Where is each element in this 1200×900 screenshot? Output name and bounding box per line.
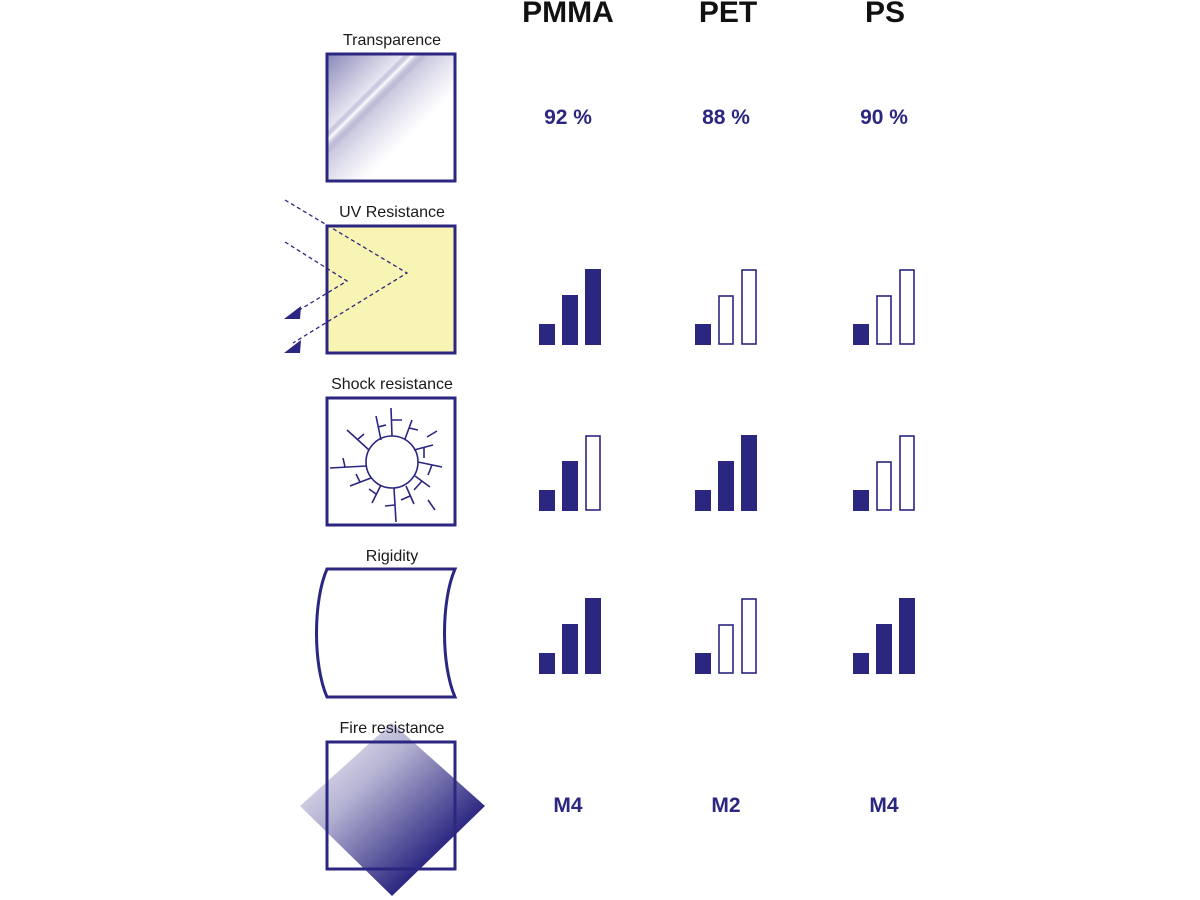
rating-bar-2-filled [718, 461, 734, 511]
rating-bars-shock-pmma [539, 435, 601, 511]
rating-bar-2-empty [718, 295, 734, 345]
rating-bar-2-filled [562, 461, 578, 511]
rating-bar-2-empty [876, 461, 892, 511]
rating-bar-1-filled [695, 653, 711, 674]
rigidity-icon [315, 567, 458, 699]
rating-bars-rigidity-pmma [539, 598, 601, 674]
rating-bar-1-filled [853, 324, 869, 345]
rating-bars-uv-ps [853, 269, 915, 345]
rating-bars [539, 269, 915, 674]
rating-bar-1-filled [539, 490, 555, 511]
column-header-pet: PET [699, 0, 757, 29]
rating-bars-shock-ps [853, 435, 915, 511]
rating-bars-uv-pet [695, 269, 757, 345]
uv-resistance-icon [284, 199, 457, 355]
rating-bar-1-filled [695, 324, 711, 345]
shock-resistance-icon [325, 396, 457, 527]
row-label-rigidity: Rigidity [366, 548, 418, 565]
row-label-shock-resistance: Shock resistance [331, 376, 453, 393]
rating-bar-3-empty [899, 269, 915, 345]
row-label-uv-resistance: UV Resistance [339, 204, 445, 221]
rating-bars-uv-pmma [539, 269, 601, 345]
column-header-pmma: PMMA [522, 0, 614, 29]
rating-bar-3-filled [585, 598, 601, 674]
rating-bar-2-filled [562, 624, 578, 674]
rating-bar-1-filled [539, 324, 555, 345]
column-header-ps: PS [865, 0, 905, 29]
rating-bars-rigidity-pet [695, 598, 757, 674]
rating-bar-3-filled [585, 269, 601, 345]
value-transparence-pet: 88 % [702, 106, 750, 129]
value-transparence-ps: 90 % [860, 106, 908, 129]
rating-bar-3-filled [741, 435, 757, 511]
rating-bar-2-filled [562, 295, 578, 345]
transparency-icon [325, 52, 457, 183]
rating-bar-2-empty [718, 624, 734, 674]
value-fire-ps: M4 [869, 794, 898, 817]
rating-bars-rigidity-ps [853, 598, 915, 674]
rating-bar-3-empty [899, 435, 915, 511]
rating-bar-1-filled [695, 490, 711, 511]
rating-bar-3-empty [741, 269, 757, 345]
rating-bar-2-empty [876, 295, 892, 345]
rating-bars-shock-pet [695, 435, 757, 511]
rating-bar-2-filled [876, 624, 892, 674]
value-fire-pmma: M4 [553, 794, 582, 817]
rating-bar-3-empty [585, 435, 601, 511]
rating-bar-1-filled [853, 653, 869, 674]
rating-bar-1-filled [853, 490, 869, 511]
row-label-transparence: Transparence [343, 32, 441, 49]
value-fire-pet: M2 [711, 794, 740, 817]
fire-resistance-icon [300, 723, 485, 896]
rating-bar-3-empty [741, 598, 757, 674]
rating-bar-3-filled [899, 598, 915, 674]
value-transparence-pmma: 92 % [544, 106, 592, 129]
rating-bar-1-filled [539, 653, 555, 674]
